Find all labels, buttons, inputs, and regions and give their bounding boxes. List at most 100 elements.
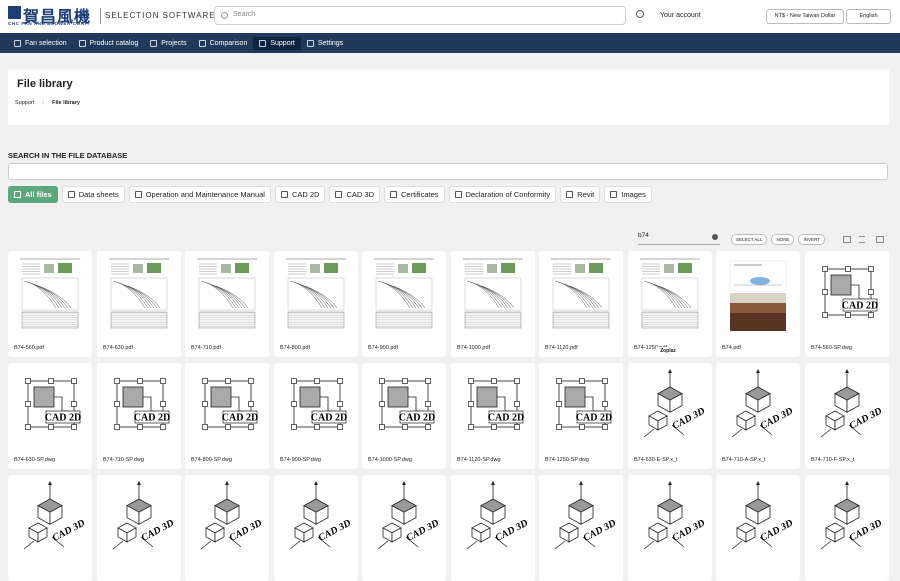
filter-tab[interactable]: Images bbox=[604, 186, 652, 203]
breadcrumb-link[interactable]: Support bbox=[15, 100, 35, 106]
selection-button[interactable]: INVERT bbox=[798, 234, 825, 245]
file-card[interactable]: B74-1120.pdf bbox=[539, 251, 623, 357]
file-card[interactable]: B74-630.pdf bbox=[97, 251, 181, 357]
thumb-curve bbox=[215, 285, 249, 309]
file-card[interactable]: B74-900.pdf bbox=[362, 251, 446, 357]
filter-tab[interactable]: Certificates bbox=[384, 186, 445, 203]
thumb-curve bbox=[209, 283, 243, 309]
cad-handle bbox=[425, 378, 431, 384]
file-card[interactable]: CAD 3D bbox=[539, 475, 623, 581]
cad-label-box bbox=[134, 410, 170, 424]
nav-item[interactable]: Projects bbox=[144, 37, 192, 50]
currency-button[interactable]: NT$ - New Taiwan Dollar bbox=[766, 9, 844, 24]
file-card[interactable]: CAD 2D B74-1250-SP.dwg bbox=[539, 363, 623, 469]
file-card[interactable]: CAD 3D bbox=[716, 475, 800, 581]
selection-button[interactable]: NONE bbox=[771, 234, 795, 245]
file-card[interactable]: CAD 3D bbox=[185, 475, 269, 581]
grid-icon[interactable] bbox=[876, 236, 884, 243]
cad-arrowhead bbox=[756, 369, 760, 373]
search-heading: SEARCH IN THE FILE DATABASE bbox=[8, 151, 128, 160]
file-card[interactable]: CAD 2D B74-630-SP.dwg bbox=[8, 363, 92, 469]
cad-block bbox=[476, 386, 498, 408]
file-thumbnail: CAD 2D bbox=[25, 378, 81, 430]
thumb-photo bbox=[412, 263, 426, 273]
cube-side bbox=[834, 527, 845, 543]
filter-tab[interactable]: Data sheets bbox=[61, 186, 125, 203]
nav-item[interactable]: Product catalog bbox=[73, 37, 145, 50]
file-card[interactable]: B74-710.pdf bbox=[185, 251, 269, 357]
filter-tab[interactable]: All files bbox=[8, 186, 58, 203]
file-card[interactable]: CAD 2D B74-800-SP.dwg bbox=[185, 363, 269, 469]
filter-tab[interactable]: Declaration of Conformity bbox=[448, 186, 557, 203]
nav-item[interactable]: Fan selection bbox=[8, 37, 73, 50]
thumb-curve bbox=[469, 281, 503, 309]
filter-tab[interactable]: CAD 3D bbox=[329, 186, 380, 203]
cad-label: CAD 3D bbox=[317, 518, 353, 544]
file-card[interactable]: CAD 3D bbox=[628, 475, 712, 581]
cad-handle bbox=[48, 424, 54, 430]
thumb-curve bbox=[560, 282, 594, 309]
file-card[interactable]: B74-560.pdf bbox=[8, 251, 92, 357]
file-thumbnail bbox=[109, 258, 169, 329]
file-card[interactable]: B74-800.pdf bbox=[274, 251, 358, 357]
logo-text[interactable]: 賀昌風機 bbox=[23, 7, 92, 26]
file-card[interactable]: CAD 2D B74-710-SP.dwg bbox=[97, 363, 181, 469]
language-button[interactable]: English bbox=[846, 9, 891, 24]
cad-arrowhead bbox=[402, 481, 406, 485]
cad-label: CAD 3D bbox=[228, 518, 264, 544]
file-name: B74-800.pdf bbox=[280, 345, 310, 351]
file-card[interactable]: B74.pdf bbox=[716, 251, 800, 357]
cube-side bbox=[49, 504, 63, 525]
thumb-curve bbox=[38, 285, 72, 309]
filter-input[interactable]: b74 bbox=[638, 232, 720, 245]
nav-item[interactable]: Settings bbox=[301, 37, 349, 50]
file-card[interactable]: B74-1250.pdf bbox=[628, 251, 712, 357]
view-icon[interactable] bbox=[843, 236, 851, 243]
theme-toggle[interactable] bbox=[636, 10, 644, 18]
file-card[interactable]: CAD 2D B74-1000-SP.dwg bbox=[362, 363, 446, 469]
file-card[interactable]: CAD 3D bbox=[805, 475, 889, 581]
thumb-curve bbox=[292, 281, 326, 309]
file-card[interactable]: CAD 3D B74-710-A-SP.x_t bbox=[716, 363, 800, 469]
file-card[interactable]: CAD 3D bbox=[8, 475, 92, 581]
nav-item[interactable]: Comparison bbox=[193, 37, 254, 50]
cad-handle bbox=[379, 401, 385, 407]
file-search-input[interactable] bbox=[8, 163, 888, 180]
file-card[interactable]: CAD 3D bbox=[274, 475, 358, 581]
nav-item[interactable]: Support bbox=[253, 36, 301, 50]
file-card[interactable]: CAD 3D B74-630-E-SP.x_t bbox=[628, 363, 712, 469]
file-card[interactable]: CAD 2D B74-560-SP.dwg bbox=[805, 251, 889, 357]
cube-side bbox=[669, 504, 683, 525]
file-card[interactable]: B74-1000.pdf bbox=[451, 251, 535, 357]
search-box[interactable]: Search bbox=[214, 6, 626, 25]
thumb-curve bbox=[200, 280, 234, 309]
thumb-shape bbox=[750, 277, 770, 285]
file-name: B74-560-SP.dwg bbox=[811, 345, 852, 351]
list-icon[interactable] bbox=[859, 236, 865, 243]
cad-line bbox=[585, 396, 601, 412]
file-card[interactable]: CAD 2D B74-1120-SP.dwg bbox=[451, 363, 535, 469]
cube-side bbox=[846, 504, 860, 525]
thumb-photo bbox=[487, 264, 497, 273]
account-link[interactable]: Your account bbox=[660, 12, 701, 19]
cube-side bbox=[315, 504, 329, 525]
file-thumbnail: CAD 3D bbox=[643, 481, 707, 550]
file-card[interactable]: CAD 2D B74-900-SP.dwg bbox=[274, 363, 358, 469]
clear-button[interactable] bbox=[712, 234, 718, 240]
file-card[interactable]: CAD 3D B74-710-F-SP.x_t bbox=[805, 363, 889, 469]
file-card[interactable]: CAD 3D bbox=[451, 475, 535, 581]
cad-handle bbox=[379, 424, 385, 430]
file-card[interactable]: CAD 3D bbox=[362, 475, 446, 581]
cad-handle bbox=[468, 424, 474, 430]
cad-arrow bbox=[377, 540, 389, 550]
file-thumbnail: CAD 2D bbox=[822, 266, 878, 318]
selection-button[interactable]: SELECT ALL bbox=[731, 234, 768, 245]
file-card[interactable]: CAD 3D bbox=[97, 475, 181, 581]
thumb-table bbox=[464, 311, 522, 329]
filter-tab[interactable]: Revit bbox=[560, 186, 601, 203]
cad-label: CAD 3D bbox=[51, 518, 87, 544]
filter-tab[interactable]: Operation and Maintenance Manual bbox=[128, 186, 271, 203]
thumb-curve bbox=[26, 281, 60, 309]
filter-tab[interactable]: CAD 2D bbox=[274, 186, 326, 203]
file-name: B74-1120-SP.dwg bbox=[457, 457, 501, 463]
